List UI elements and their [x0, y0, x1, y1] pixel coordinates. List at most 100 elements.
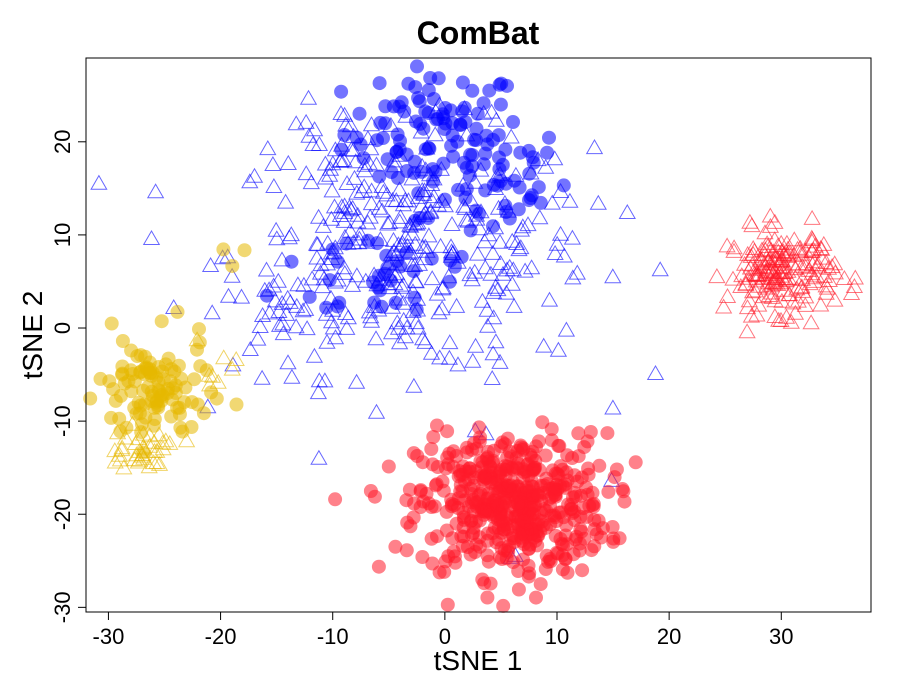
- red-circle-point: [451, 501, 465, 515]
- yellow-circle-point: [173, 420, 188, 435]
- red-triangle-point: [779, 262, 797, 278]
- blue-triangle-point: [309, 383, 328, 400]
- red-circle-point: [571, 426, 586, 441]
- blue-triangle-point: [360, 154, 378, 170]
- red-triangle-point: [735, 255, 754, 271]
- blue-triangle-point: [338, 175, 356, 190]
- blue-triangle-point: [241, 173, 259, 189]
- red-triangle-point: [784, 255, 802, 271]
- blue-triangle-point: [487, 111, 505, 127]
- red-circle-point: [601, 484, 616, 499]
- blue-circle-point: [476, 96, 491, 111]
- red-triangle-point: [845, 278, 864, 293]
- blue-circle-point: [506, 115, 520, 129]
- blue-triangle-point: [322, 210, 341, 226]
- blue-circle-point: [284, 254, 299, 269]
- blue-triangle-point: [318, 255, 337, 271]
- red-triangle-point: [725, 242, 743, 258]
- red-triangle-point: [756, 224, 774, 240]
- red-circle-point: [570, 474, 585, 489]
- blue-triangle-point: [311, 264, 330, 280]
- red-circle-point: [535, 514, 550, 529]
- red-circle-point: [521, 569, 536, 584]
- red-circle-point: [388, 539, 403, 554]
- blue-triangle-point: [522, 259, 541, 275]
- blue-triangle-point: [380, 278, 398, 295]
- blue-triangle-point: [651, 261, 669, 277]
- red-triangle-point: [801, 275, 819, 291]
- blue-triangle-point: [324, 155, 342, 171]
- blue-triangle-point: [409, 319, 427, 335]
- red-triangle-point: [747, 266, 765, 282]
- red-triangle-point: [733, 267, 751, 283]
- blue-circle-point: [524, 188, 539, 203]
- yellow-circle-point: [184, 420, 199, 434]
- blue-circle-point: [478, 146, 493, 161]
- chart-title: ComBat: [417, 15, 540, 51]
- red-circle-point: [528, 453, 543, 468]
- red-circle-point: [399, 493, 414, 508]
- blue-triangle-point: [322, 244, 340, 260]
- yellow-triangle-point: [144, 454, 163, 470]
- blue-circle-point: [542, 130, 556, 145]
- yellow-triangle-point: [200, 376, 219, 392]
- red-circle-point: [592, 458, 607, 473]
- blue-triangle-point: [341, 222, 359, 238]
- red-triangle-point: [758, 263, 776, 279]
- red-circle-point: [521, 558, 536, 573]
- yellow-triangle-point: [108, 424, 127, 440]
- blue-circle-point: [540, 145, 555, 160]
- blue-triangle-point: [316, 372, 334, 388]
- blue-circle-point: [522, 166, 537, 181]
- blue-triangle-point: [367, 330, 385, 346]
- blue-circle-point: [446, 149, 461, 164]
- blue-triangle-point: [418, 139, 436, 155]
- blue-triangle-point: [385, 157, 404, 173]
- red-triangle-point: [737, 275, 755, 291]
- red-circle-point: [606, 534, 621, 549]
- y-tick-label: -10: [50, 405, 75, 437]
- blue-triangle-point: [480, 226, 498, 242]
- yellow-circle-point: [170, 304, 185, 319]
- red-circle-point: [511, 564, 526, 578]
- blue-triangle-point: [488, 167, 506, 183]
- red-triangle-point: [846, 269, 864, 285]
- red-triangle-point: [744, 240, 762, 255]
- blue-triangle-point: [393, 237, 411, 253]
- yellow-triangle-point: [209, 373, 227, 389]
- yellow-triangle-point: [106, 453, 124, 469]
- blue-circle-point: [436, 111, 451, 126]
- blue-triangle-point: [402, 217, 420, 233]
- blue-triangle-point: [430, 96, 449, 112]
- blue-triangle-point: [551, 182, 570, 198]
- red-circle-point: [415, 550, 430, 564]
- blue-triangle-point: [326, 239, 344, 255]
- blue-triangle-point: [374, 183, 393, 199]
- blue-triangle-point: [343, 276, 362, 292]
- red-circle-point: [582, 499, 597, 513]
- blue-circle-point: [469, 121, 484, 136]
- blue-triangle-point: [461, 266, 479, 282]
- blue-triangle-point: [504, 261, 522, 277]
- blue-triangle-point: [423, 270, 441, 286]
- blue-triangle-point: [406, 272, 425, 288]
- blue-triangle-point: [426, 126, 444, 142]
- yellow-triangle-point: [133, 447, 151, 463]
- blue-triangle-point: [420, 227, 438, 243]
- blue-triangle-point: [390, 334, 409, 350]
- blue-triangle-point: [543, 194, 561, 210]
- red-circle-point: [500, 450, 515, 465]
- blue-triangle-point: [503, 232, 521, 248]
- blue-triangle-point: [378, 186, 396, 202]
- blue-triangle-point: [403, 225, 421, 241]
- y-tick-label: 20: [50, 130, 75, 154]
- red-triangle-point: [750, 296, 768, 312]
- red-triangle-point: [738, 323, 756, 339]
- red-triangle-point: [757, 279, 775, 295]
- blue-triangle-point: [146, 183, 165, 199]
- blue-triangle-point: [335, 197, 354, 213]
- blue-triangle-point: [382, 245, 401, 261]
- blue-circle-point: [447, 259, 462, 274]
- red-circle-point: [381, 459, 396, 474]
